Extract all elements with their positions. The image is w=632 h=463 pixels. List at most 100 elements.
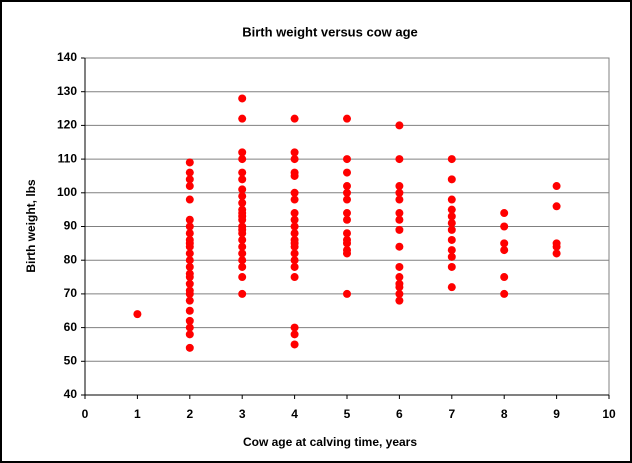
point (238, 198, 247, 207)
x-tick-label: 6 (396, 407, 403, 421)
point (290, 188, 299, 197)
point (185, 316, 194, 325)
point (290, 209, 299, 218)
point (185, 343, 194, 352)
x-tick-label: 2 (186, 407, 193, 421)
point (238, 185, 247, 194)
point (552, 182, 561, 191)
point (447, 195, 456, 204)
point (343, 182, 351, 191)
point (185, 296, 194, 305)
point (395, 155, 404, 164)
point (238, 114, 247, 123)
y-tick-label: 70 (64, 286, 78, 300)
point (185, 323, 194, 332)
point (395, 296, 404, 305)
y-tick-label: 60 (64, 320, 78, 334)
y-tick-label: 110 (58, 151, 78, 165)
point (343, 188, 351, 197)
point (290, 171, 299, 180)
point (238, 175, 247, 184)
point (185, 306, 194, 315)
point (238, 168, 247, 177)
x-tick-label: 8 (501, 407, 508, 421)
point (500, 239, 509, 248)
point (447, 225, 456, 234)
point (185, 222, 194, 231)
point (185, 279, 194, 288)
point (133, 310, 142, 319)
point (238, 273, 247, 282)
point (343, 114, 351, 123)
x-tick-label: 1 (134, 407, 141, 421)
x-tick-label: 9 (553, 407, 560, 421)
point (185, 273, 194, 282)
point (343, 209, 351, 218)
x-tick-label: 0 (82, 407, 89, 421)
point (395, 242, 404, 251)
y-tick-label: 140 (57, 50, 77, 64)
point (238, 148, 247, 157)
point (395, 225, 404, 234)
point (290, 114, 299, 123)
point (290, 256, 299, 265)
point (343, 249, 351, 258)
point (395, 289, 404, 298)
point (395, 182, 404, 191)
point (185, 242, 194, 251)
point (395, 283, 404, 292)
point (238, 94, 247, 103)
point (343, 195, 351, 204)
x-tick-label: 5 (344, 407, 351, 421)
point (395, 188, 404, 197)
point (447, 283, 456, 292)
point (290, 229, 299, 238)
point (290, 222, 299, 231)
point (343, 289, 351, 298)
point (290, 273, 299, 282)
point (238, 229, 247, 238)
x-tick-label: 4 (291, 407, 298, 421)
point (185, 158, 194, 167)
point (290, 330, 299, 339)
point (552, 249, 561, 258)
y-axis-label: Birth weight, lbs (24, 179, 38, 273)
point (447, 219, 456, 228)
y-tick-label: 120 (57, 118, 77, 132)
x-axis-label: Cow age at calving time, years (243, 435, 417, 449)
point (185, 195, 194, 204)
point (185, 330, 194, 339)
point (343, 229, 351, 238)
point (290, 340, 299, 349)
point (500, 209, 509, 218)
point (185, 262, 194, 271)
point (185, 168, 194, 177)
point (238, 249, 247, 258)
point (290, 215, 299, 224)
point (238, 155, 247, 164)
x-tick-label: 10 (602, 407, 616, 421)
point (290, 148, 299, 157)
point (395, 215, 404, 224)
point (500, 246, 509, 255)
point (185, 229, 194, 238)
point (447, 155, 456, 164)
point (238, 242, 247, 251)
point (185, 256, 194, 265)
point (185, 175, 194, 184)
point (395, 121, 404, 130)
x-tick-label: 7 (448, 407, 455, 421)
point (238, 215, 247, 224)
point (395, 273, 404, 282)
y-tick-label: 40 (64, 387, 78, 401)
point (447, 235, 456, 244)
point (447, 246, 456, 255)
point (447, 252, 456, 261)
point (395, 195, 404, 204)
y-tick-label: 80 (64, 252, 78, 266)
y-tick-label: 100 (57, 185, 77, 199)
point (447, 205, 456, 214)
point (185, 182, 194, 191)
point (447, 175, 456, 184)
